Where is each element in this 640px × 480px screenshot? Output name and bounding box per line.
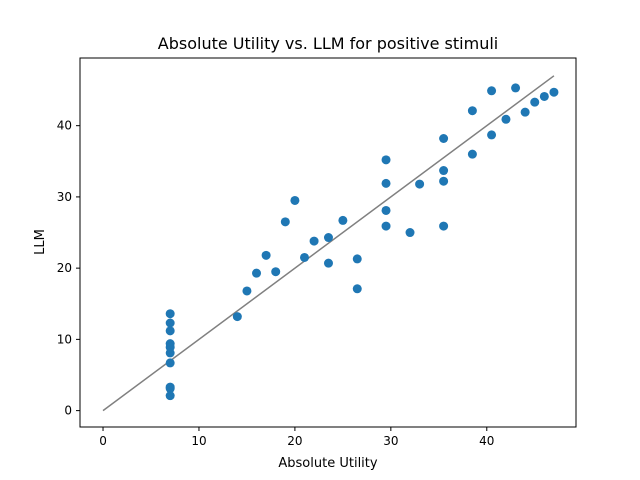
scatter-point: [539, 91, 549, 101]
scatter-point: [381, 155, 391, 165]
scatter-point: [165, 318, 175, 328]
x-axis-label: Absolute Utility: [278, 456, 377, 471]
y-tick-label: 0: [64, 404, 72, 418]
scatter-point: [352, 254, 362, 264]
scatter-point: [549, 87, 559, 97]
scatter-point: [511, 83, 521, 93]
chart-title: Absolute Utility vs. LLM for positive st…: [158, 34, 498, 53]
scatter-point: [323, 233, 333, 243]
scatter-point: [165, 309, 175, 319]
y-tick-label: 10: [57, 332, 72, 346]
scatter-point: [405, 228, 415, 238]
scatter-point: [439, 166, 449, 176]
y-axis-label: LLM: [33, 229, 48, 255]
scatter-point: [290, 195, 300, 205]
x-tick-label: 0: [99, 434, 107, 448]
reference-line-group: [102, 75, 555, 412]
scatter-point: [309, 236, 319, 246]
scatter-point: [501, 114, 511, 124]
scatter-point: [232, 312, 242, 322]
scatter-point: [165, 326, 175, 336]
x-axis-ticks: 0 10 20 30 40: [99, 427, 494, 448]
scatter-point: [520, 107, 530, 117]
scatter-point: [338, 215, 348, 225]
scatter-point: [415, 179, 425, 189]
scatter-point: [439, 133, 449, 143]
scatter-point: [165, 391, 175, 401]
x-tick-label: 40: [479, 434, 494, 448]
scatter-point: [381, 205, 391, 215]
scatter-point: [165, 358, 175, 368]
reference-line: [102, 75, 555, 412]
points-group: [165, 83, 559, 401]
scatter-point: [165, 384, 175, 394]
scatter-point: [261, 250, 271, 260]
scatter-point: [530, 97, 540, 107]
x-tick-label: 30: [383, 434, 398, 448]
scatter-point: [487, 130, 497, 140]
scatter-point: [299, 252, 309, 262]
y-tick-label: 30: [57, 190, 72, 204]
scatter-point: [165, 348, 175, 358]
y-axis-ticks: 0 10 20 30 40: [57, 119, 80, 418]
scatter-point: [381, 178, 391, 188]
scatter-point: [467, 149, 477, 159]
plot-frame: [79, 57, 577, 428]
y-tick-label: 40: [57, 119, 72, 133]
scatter-point: [271, 267, 281, 277]
scatter-point: [242, 286, 252, 296]
scatter-point: [439, 176, 449, 186]
scatter-point: [252, 268, 262, 278]
scatter-point: [487, 86, 497, 96]
scatter-point: [381, 221, 391, 231]
scatter-point: [439, 221, 449, 231]
scatter-point: [352, 284, 362, 294]
x-tick-label: 10: [191, 434, 206, 448]
scatter-point: [280, 217, 290, 227]
scatter-point: [467, 106, 477, 116]
y-tick-label: 20: [57, 261, 72, 275]
scatter-point: [323, 258, 333, 268]
x-tick-label: 20: [287, 434, 302, 448]
